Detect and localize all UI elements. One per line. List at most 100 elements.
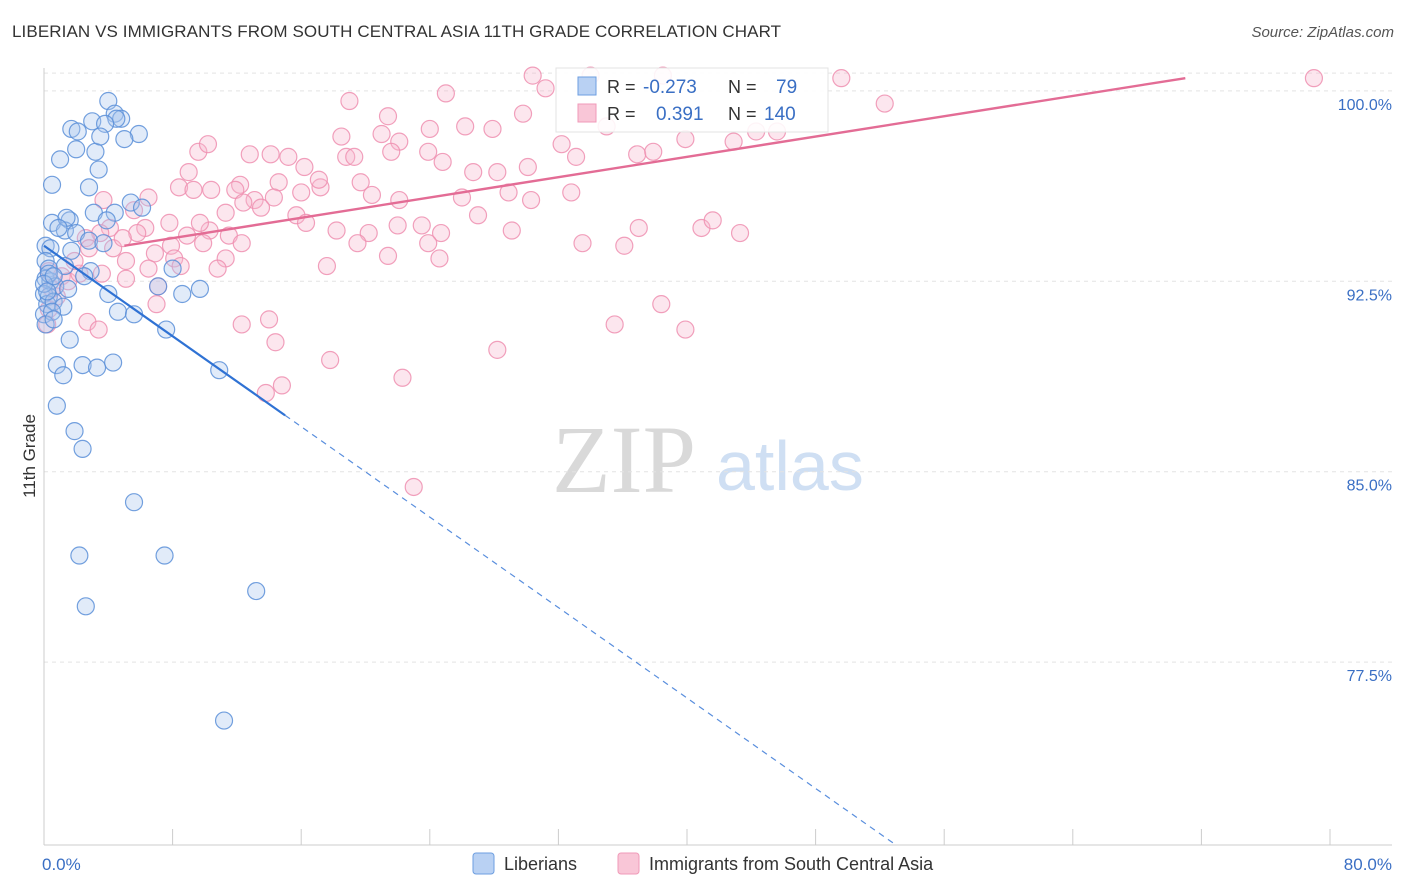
data-point xyxy=(42,175,62,194)
data-point xyxy=(362,185,382,205)
data-point xyxy=(214,711,234,730)
data-point xyxy=(464,163,483,182)
data-point xyxy=(147,295,166,314)
data-point xyxy=(372,124,391,144)
data-point xyxy=(184,180,203,199)
data-point xyxy=(359,223,378,243)
data-point xyxy=(1304,69,1324,88)
data-point xyxy=(128,223,147,243)
legend-swatch-liberians-bottom xyxy=(472,852,495,875)
data-point xyxy=(311,178,330,197)
data-point xyxy=(703,211,722,230)
data-point xyxy=(317,256,337,276)
data-point xyxy=(629,218,648,238)
legend-label-liberians: Liberians xyxy=(504,854,577,874)
data-point xyxy=(89,320,108,339)
trend-line-immigrants xyxy=(124,76,1186,247)
data-point xyxy=(59,279,78,299)
data-point xyxy=(234,193,253,212)
data-point xyxy=(87,358,107,377)
data-point xyxy=(523,66,542,85)
data-point xyxy=(348,234,367,253)
trend-lines xyxy=(43,76,1186,846)
data-point xyxy=(202,180,221,199)
data-point xyxy=(145,244,165,263)
data-point xyxy=(198,135,218,154)
data-point xyxy=(79,178,99,197)
data-point xyxy=(628,145,647,164)
data-point xyxy=(149,277,168,296)
data-point xyxy=(38,282,57,301)
data-point xyxy=(116,251,136,271)
data-point xyxy=(216,203,235,222)
data-point xyxy=(483,119,502,139)
data-point xyxy=(573,234,592,253)
data-point xyxy=(295,157,314,177)
data-point xyxy=(129,124,148,144)
data-point xyxy=(132,198,152,217)
data-point xyxy=(431,223,451,243)
data-point xyxy=(194,234,213,253)
data-point xyxy=(79,231,99,250)
legend-n-label-liberians: N = xyxy=(728,77,757,97)
data-point xyxy=(231,175,250,194)
data-point xyxy=(76,597,95,616)
data-point xyxy=(875,94,894,113)
data-point xyxy=(266,333,285,352)
data-point xyxy=(94,234,113,253)
legend-r-label-liberians: R = xyxy=(607,77,636,97)
watermark-zip: ZIP xyxy=(552,406,696,513)
y-tick-label: 92.5% xyxy=(1347,287,1392,304)
data-point xyxy=(97,211,116,230)
legend-n-value-immigrants: 140 xyxy=(764,104,796,125)
legend-r-label-immigrants: R = xyxy=(607,104,636,124)
data-point xyxy=(261,145,280,164)
data-point xyxy=(488,163,507,182)
data-point xyxy=(247,581,266,601)
data-point xyxy=(232,234,251,253)
source-credit: Source: ZipAtlas.com xyxy=(1251,24,1394,41)
data-point xyxy=(73,355,92,375)
data-point xyxy=(50,150,70,169)
data-point xyxy=(91,127,110,146)
data-point xyxy=(388,216,407,235)
data-point xyxy=(430,249,449,268)
legend-r-value-liberians: -0.273 xyxy=(643,77,697,98)
data-point xyxy=(240,145,259,164)
legend-r-value-immigrants: 0.391 xyxy=(656,104,704,125)
x-tick-label-min: 0.0% xyxy=(42,855,81,874)
data-point xyxy=(116,269,136,288)
data-point xyxy=(107,109,126,128)
legend-label-immigrants: Immigrants from South Central Asia xyxy=(649,854,934,874)
data-point xyxy=(436,84,455,103)
data-point xyxy=(86,142,105,161)
watermark-atlas: atlas xyxy=(716,427,864,505)
data-point xyxy=(309,170,328,189)
data-point xyxy=(112,109,131,128)
data-point xyxy=(139,259,158,278)
data-point xyxy=(245,190,264,210)
y-axis-title: 11th Grade xyxy=(20,414,39,498)
data-point xyxy=(351,173,370,192)
data-point xyxy=(521,190,541,210)
data-point xyxy=(190,213,210,232)
trend-line-liberians xyxy=(43,244,286,417)
data-point xyxy=(676,129,695,149)
data-point xyxy=(70,546,89,565)
data-point xyxy=(605,315,624,334)
data-point xyxy=(513,104,533,123)
data-point xyxy=(456,117,475,136)
data-point xyxy=(44,267,63,286)
data-point xyxy=(34,284,54,304)
data-point xyxy=(139,188,158,207)
legend-swatch-immigrants xyxy=(577,103,597,123)
data-point xyxy=(652,295,671,314)
data-point xyxy=(321,350,340,370)
data-point xyxy=(536,79,555,98)
data-point xyxy=(189,142,208,161)
data-point xyxy=(615,236,634,255)
data-point xyxy=(232,315,251,334)
data-point xyxy=(393,368,412,387)
data-point xyxy=(94,190,113,210)
